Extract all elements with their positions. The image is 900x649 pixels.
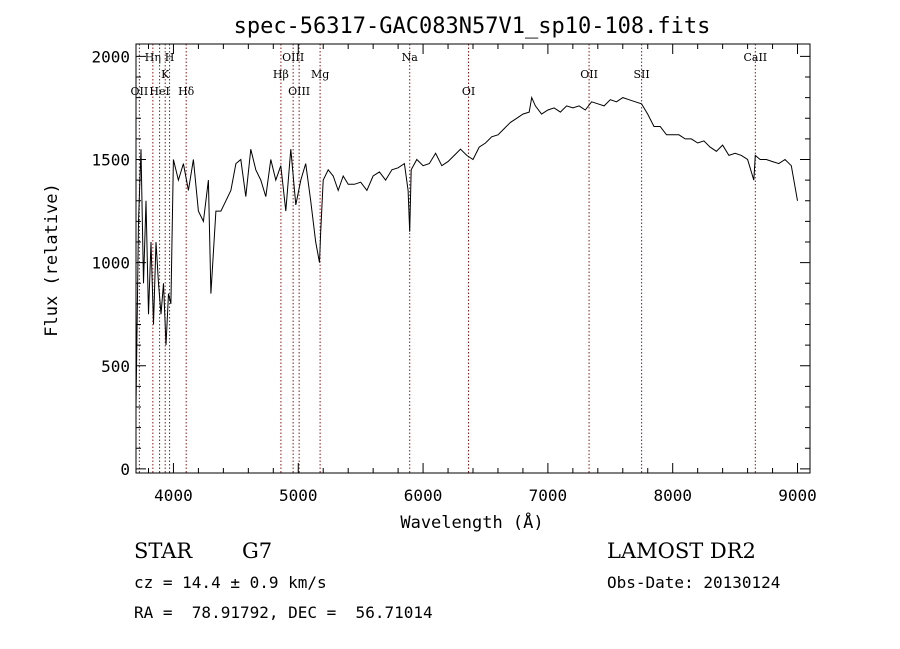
y-tick-label-3: 1500	[91, 151, 130, 170]
spectrum-series-line	[135, 95, 798, 408]
x-tick-label-4: 8000	[653, 486, 692, 505]
chart-title: spec-56317-GAC083N57V1_sp10-108.fits	[234, 14, 711, 39]
spectral-line-label-11: OI	[462, 85, 475, 98]
plot-frame	[135, 43, 811, 474]
object-class: STAR	[134, 539, 193, 563]
axis-ticks: 4000 5000 6000 7000 8000 9000 0 500 1000 1500 2000	[91, 44, 817, 505]
x-tick-label-0: 4000	[154, 486, 193, 505]
x-tick-label-1: 5000	[279, 486, 318, 505]
spectral-line-label-12: OII	[580, 68, 598, 81]
y-tick-label-2: 1000	[91, 254, 130, 273]
x-tick-label-3: 7000	[529, 486, 568, 505]
y-tick-label-1: 500	[101, 357, 130, 376]
spectral-line-label-13: SII	[634, 68, 650, 81]
object-subclass: G7	[242, 539, 273, 563]
y-axis-label: Flux (relative)	[42, 183, 62, 337]
spectral-line-label-6: Hβ	[273, 68, 289, 81]
y-tick-label-0: 0	[120, 460, 130, 479]
redshift-cz: cz = 14.4 ± 0.9 km/s	[134, 573, 327, 592]
survey-name: LAMOST DR2	[607, 539, 756, 563]
spectral-line-label-7: OIII	[282, 51, 304, 64]
spectral-line-label-9: Mg	[311, 68, 329, 81]
spectral-line-label-8: OIII	[288, 85, 310, 98]
spectral-line-label-0: OII	[131, 85, 149, 98]
y-tick-label-4: 2000	[91, 47, 130, 66]
spectral-line-label-1: Hη	[145, 51, 161, 64]
x-axis-label: Wavelength (Å)	[400, 511, 543, 533]
spectral-line-label-5: Hδ	[178, 85, 195, 98]
spectral-line-label-3: K	[161, 68, 170, 81]
spectral-line-label-4: H	[165, 51, 175, 64]
x-tick-label-2: 6000	[404, 486, 443, 505]
spectral-line-label-14: CaII	[743, 51, 767, 64]
spectral-line-label-2: HeI	[149, 85, 169, 98]
spectral-line-label-10: Na	[402, 51, 419, 64]
observation-date: Obs-Date: 20130124	[607, 573, 781, 592]
coordinates: RA = 78.91792, DEC = 56.71014	[134, 603, 433, 622]
x-tick-label-5: 9000	[778, 486, 817, 505]
